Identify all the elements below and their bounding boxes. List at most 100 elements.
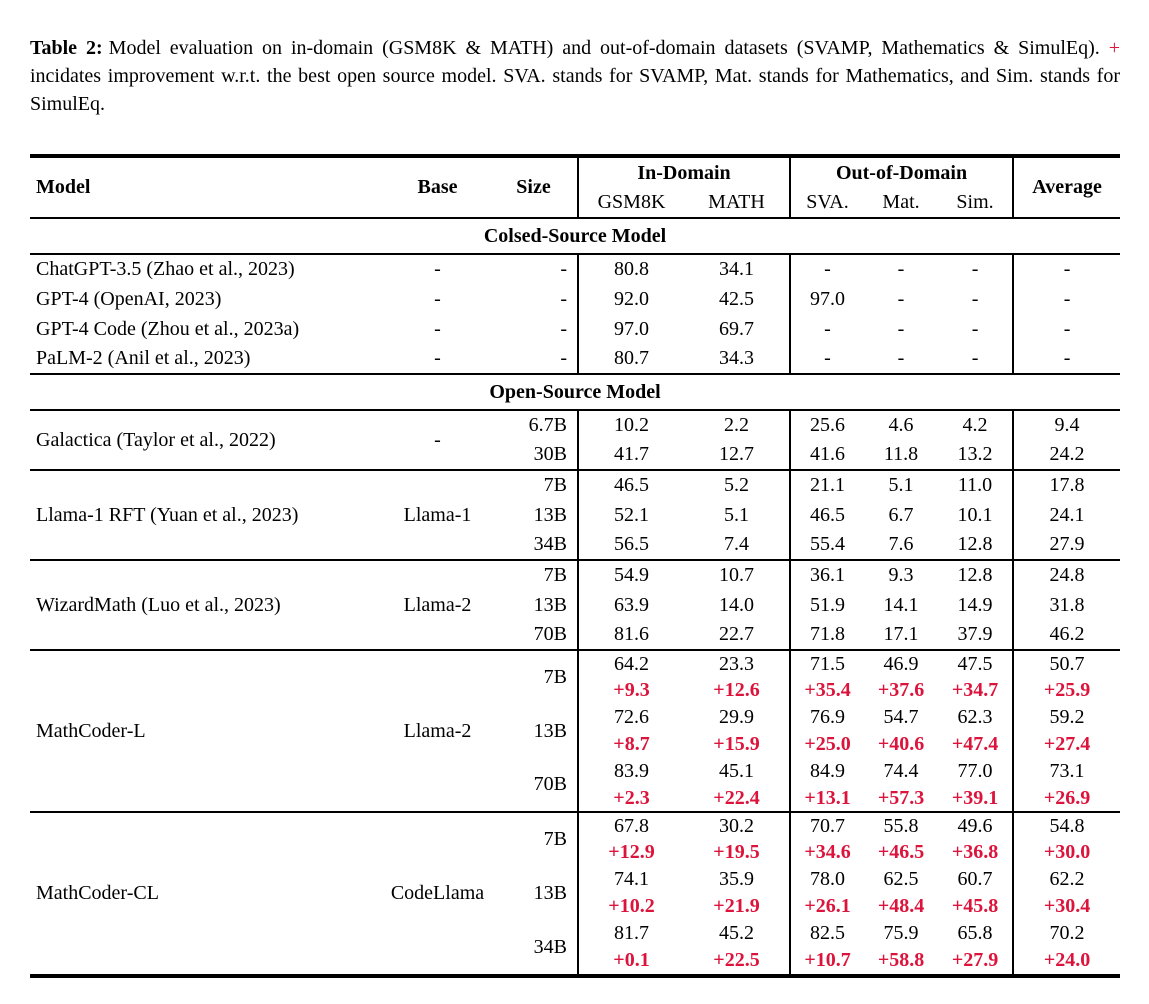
cell-improvement: +10.2 bbox=[577, 893, 684, 920]
cell-score: 14.0 bbox=[719, 593, 754, 616]
cell-improvement: +39.1 bbox=[951, 786, 999, 809]
cell-improvement: +48.4 bbox=[877, 895, 925, 917]
col-header-base: Base bbox=[417, 176, 458, 198]
cell-score: 12.8 bbox=[957, 564, 993, 586]
table-row: MathCoder-CL CodeLlama 7B 67.8 30.2 70.7 55.8 4… bbox=[30, 812, 1121, 904]
cell-score: 80.7 bbox=[577, 344, 684, 374]
cell-score: 9.4 bbox=[1012, 410, 1121, 440]
cell-improvement: +25.9 bbox=[1012, 677, 1121, 704]
cell-base: - bbox=[434, 317, 441, 340]
cell-score: 10.1 bbox=[957, 503, 993, 526]
cell-size: 70B bbox=[533, 623, 567, 645]
table-caption: Table 2: Model evaluation on in-domain (G… bbox=[30, 34, 1120, 118]
cell-base: - bbox=[434, 347, 441, 369]
improvement-row: +0.1 +22.5 +10.7 +58.8 +27.9 +24.0 bbox=[30, 947, 1121, 974]
results-table: Model Base Size In-Domain Out-of-Domain … bbox=[30, 158, 1121, 974]
cell-base: - bbox=[434, 428, 441, 451]
cell-score: 54.9 bbox=[577, 560, 684, 590]
cell-score: 36.1 bbox=[789, 560, 865, 590]
cell-score: 97.0 bbox=[577, 314, 684, 344]
cell-improvement: +47.4 bbox=[951, 733, 999, 755]
cell-improvement: +2.3 bbox=[577, 785, 684, 812]
cell-score: 46.9 bbox=[883, 652, 919, 675]
table-row: 13B 74.1 35.9 78.0 62.5 60.7 62.2 bbox=[30, 866, 1121, 904]
cell-improvement: +10.7 bbox=[789, 947, 865, 974]
cell-score: 11.8 bbox=[883, 443, 919, 465]
cell-score: 70.7 bbox=[789, 812, 865, 839]
cell-score: 31.8 bbox=[1012, 590, 1121, 620]
section-header: Open-Source Model bbox=[489, 380, 661, 403]
cell-score: 45.2 bbox=[719, 922, 754, 944]
cell-score: 21.1 bbox=[789, 470, 865, 500]
cell-score: 10.7 bbox=[719, 564, 754, 586]
cell-score: 69.7 bbox=[719, 317, 754, 340]
cell-score: 24.1 bbox=[1012, 500, 1121, 530]
table-row: 34B 56.5 7.4 55.4 7.6 12.8 27.9 bbox=[30, 530, 1121, 560]
cell-score: 47.5 bbox=[957, 652, 993, 675]
section-row: Colsed-Source Model bbox=[30, 218, 1120, 254]
cell-size: 34B bbox=[533, 935, 567, 958]
cell-size: 13B bbox=[533, 719, 567, 742]
cell-score: 37.9 bbox=[957, 623, 993, 645]
cell-score: 13.2 bbox=[957, 443, 993, 465]
cell-base: - bbox=[434, 287, 441, 310]
cell-score: 74.1 bbox=[577, 866, 684, 893]
cell-score: 27.9 bbox=[1012, 530, 1121, 560]
table-row: Llama-1 RFT (Yuan et al., 2023) Llama-1 7B… bbox=[30, 470, 1121, 526]
section-row: Open-Source Model bbox=[30, 374, 1120, 410]
cell-improvement: +15.9 bbox=[713, 733, 760, 755]
cell-score: 92.0 bbox=[577, 284, 684, 314]
cell-improvement: +30.4 bbox=[1012, 893, 1121, 920]
caption-plus-symbol: + bbox=[1108, 37, 1121, 59]
caption-text-1: Model evaluation on in-domain (GSM8K & M… bbox=[108, 37, 1100, 59]
results-table-wrap: Model Base Size In-Domain Out-of-Domain … bbox=[30, 154, 1121, 978]
improvement-row: +10.2 +21.9 +26.1 +48.4 +45.8 +30.4 bbox=[30, 893, 1121, 920]
cell-improvement: +19.5 bbox=[713, 841, 760, 863]
cell-score: 81.6 bbox=[577, 620, 684, 650]
cell-score: 5.1 bbox=[888, 474, 914, 496]
cell-model: PaLM-2 (Anil et al., 2023) bbox=[36, 347, 251, 369]
cell-score: 46.5 bbox=[789, 500, 865, 530]
cell-score: 41.6 bbox=[789, 440, 865, 470]
cell-improvement: +37.6 bbox=[877, 679, 925, 701]
cell-improvement: +9.3 bbox=[577, 677, 684, 704]
table-row: PaLM-2 (Anil et al., 2023) - -80.7 34.3- - - - bbox=[30, 344, 1121, 374]
cell-size: - bbox=[560, 258, 567, 280]
cell-model: ChatGPT-3.5 (Zhao et al., 2023) bbox=[36, 258, 295, 280]
cell-size: - bbox=[560, 347, 567, 369]
table-row: GPT-4 (OpenAI, 2023) - -92.0 42.5 97.0- - - bbox=[30, 284, 1121, 314]
cell-improvement: +27.4 bbox=[1012, 731, 1121, 758]
cell-score: 83.9 bbox=[577, 758, 684, 785]
cell-score: 62.5 bbox=[883, 868, 919, 890]
cell-model: Galactica (Taylor et al., 2022) bbox=[36, 428, 276, 451]
cell-score: 7.4 bbox=[724, 533, 749, 555]
cell-score: 73.1 bbox=[1012, 758, 1121, 785]
cell-improvement: +26.9 bbox=[1012, 785, 1121, 812]
cell-score: - bbox=[1012, 344, 1121, 374]
cell-improvement: +8.7 bbox=[577, 731, 684, 758]
cell-score: 63.9 bbox=[577, 590, 684, 620]
cell-model: MathCoder-L bbox=[36, 719, 146, 742]
col-header-gsm8k: GSM8K bbox=[577, 188, 684, 218]
cell-base: Llama-2 bbox=[403, 719, 472, 742]
cell-score: 56.5 bbox=[577, 530, 684, 560]
cell-improvement: +46.5 bbox=[877, 841, 925, 863]
table-row: Galactica (Taylor et al., 2022) - 6.7B 10.2… bbox=[30, 410, 1121, 451]
cell-score: 62.2 bbox=[1012, 866, 1121, 893]
cell-improvement: +26.1 bbox=[789, 893, 865, 920]
cell-score: 78.0 bbox=[789, 866, 865, 893]
cell-score: 24.2 bbox=[1012, 440, 1121, 470]
cell-model: GPT-4 Code (Zhou et al., 2023a) bbox=[36, 317, 300, 340]
cell-score: 29.9 bbox=[719, 706, 754, 728]
cell-score: 4.2 bbox=[962, 414, 988, 436]
col-header-out-of-domain: Out-of-Domain bbox=[789, 158, 1014, 188]
cell-score: 30.2 bbox=[719, 814, 754, 837]
cell-size: 34B bbox=[533, 533, 567, 555]
cell-score: 34.3 bbox=[719, 347, 754, 369]
table-row: 70B 81.6 22.7 71.8 17.1 37.9 46.2 bbox=[30, 620, 1121, 650]
table-row: 70B 83.9 45.1 84.9 74.4 77.0 73.1 bbox=[30, 758, 1121, 795]
cell-score: 70.2 bbox=[1012, 920, 1121, 947]
table-row: WizardMath (Luo et al., 2023) Llama-2 7B 54… bbox=[30, 560, 1121, 616]
cell-improvement: +25.0 bbox=[789, 731, 865, 758]
cell-score: 67.8 bbox=[577, 812, 684, 839]
